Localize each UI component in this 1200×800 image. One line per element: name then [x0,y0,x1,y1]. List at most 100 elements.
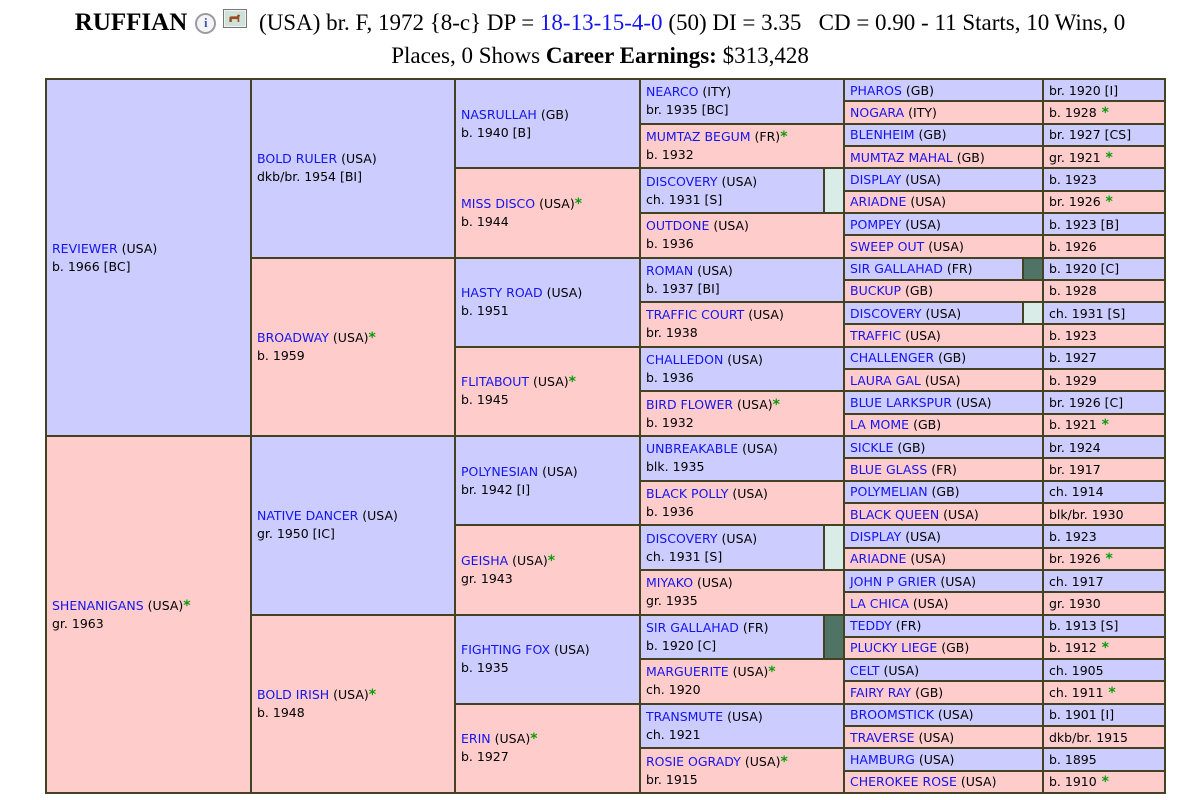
year-text: b. 1920 [C] [1049,261,1120,277]
horse-link[interactable]: TRAVERSE [850,729,915,745]
country-label: (GB) [901,283,934,299]
star-mark: * [1096,640,1109,657]
pedigree-cell: BIRD FLOWER (USA)* b. 1932 [641,392,843,435]
horse-link[interactable]: BOLD IRISH [257,686,330,702]
horse-link[interactable]: SIR GALLAHAD [850,261,943,277]
country-label: (GB) [934,350,967,366]
year-text: gr. 1930 [1049,595,1101,611]
photo-icon[interactable] [223,9,248,28]
horse-link[interactable]: GEISHA [461,552,509,568]
star-mark: * [1100,551,1113,568]
country-label: (USA) [717,173,758,189]
year-cell: br. 1924 [1044,437,1164,458]
horse-link[interactable]: LA MOME [850,417,910,433]
horse-link[interactable]: UNBREAKABLE [646,441,739,457]
horse-link[interactable]: NOGARA [850,104,905,120]
horse-link[interactable]: BLUE GLASS [850,461,928,477]
country-label: (USA) [717,530,758,546]
horse-link[interactable]: BLUE LARKSPUR [850,395,952,411]
year-cell: ch. 1931 [S] [1044,303,1164,324]
horse-link[interactable]: BUCKUP [850,283,902,299]
horse-link[interactable]: BOLD RULER [257,151,338,167]
horse-link[interactable]: FIGHTING FOX [461,642,551,658]
horse-link[interactable]: HAMBURG [850,752,915,768]
horse-link[interactable]: BROADWAY [257,329,329,345]
horse-details: gr. 1935 [646,593,698,609]
horse-link[interactable]: BIRD FLOWER [646,396,734,412]
year-cell: b. 1928 [1044,280,1164,302]
star-mark: * [1096,417,1109,434]
country-label: (USA) [143,597,184,613]
year-text: gr. 1921 [1049,149,1101,165]
horse-link[interactable]: ROSIE OGRADY [646,753,741,769]
horse-link[interactable]: TRAFFIC COURT [646,307,745,323]
horse-link[interactable]: CHALLEDON [646,352,724,368]
horse-details: gr. 1950 [IC] [257,526,335,542]
horse-link[interactable]: MUMTAZ MAHAL [850,149,953,165]
dp-link[interactable]: 18-13-15-4-0 [539,10,663,35]
horse-link[interactable]: POLYMELIAN [850,484,928,500]
pedigree-cell: SWEEP OUT (USA) [845,236,1042,257]
horse-link[interactable]: NATIVE DANCER [257,508,359,524]
horse-link[interactable]: BLENHEIM [850,127,915,143]
horse-link[interactable]: BROOMSTICK [850,707,934,723]
horse-link[interactable]: LAURA GAL [850,372,921,388]
horse-link[interactable]: SICKLE [850,439,894,455]
info-icon[interactable]: i [195,13,217,34]
year-cell: ch. 1917 [1044,570,1164,592]
pedigree-cell: PHAROS (GB) [845,80,1042,101]
horse-link[interactable]: SHENANIGANS [52,597,144,613]
country-label: (GB) [536,106,569,122]
horse-link[interactable]: MIYAKO [646,575,694,591]
pedigree-cell: DISCOVERY (USA) [845,303,1042,324]
country-label: (GB) [893,439,926,455]
horse-link[interactable]: MARGUERITE [646,664,729,680]
horse-details: b. 1959 [257,347,305,363]
horse-link[interactable]: DISCOVERY [850,305,922,321]
horse-link[interactable]: CHALLENGER [850,350,935,366]
horse-link[interactable]: ERIN [461,731,491,747]
horse-link[interactable]: DISPLAY [850,171,902,187]
year-cell: ch. 1911 * [1044,682,1164,703]
horse-link[interactable]: FAIRY RAY [850,685,912,701]
horse-link[interactable]: NASRULLAH [461,106,537,122]
country-label: (USA) [740,753,781,769]
horse-link[interactable]: CELT [850,662,880,678]
horse-link[interactable]: PHAROS [850,82,902,98]
horse-link[interactable]: TRANSMUTE [646,709,724,725]
horse-link[interactable]: ROMAN [646,262,694,278]
horse-link[interactable]: POLYNESIAN [461,463,539,479]
horse-link[interactable]: ARIADNE [850,194,907,210]
horse-link[interactable]: HASTY ROAD [461,285,543,301]
country-label: (USA) [901,216,941,232]
horse-link[interactable]: REVIEWER [52,240,118,256]
horse-link[interactable]: LA CHICA [850,595,909,611]
horse-link[interactable]: TEDDY [850,618,892,634]
year-cell: br. 1920 [I] [1044,80,1164,101]
horse-link[interactable]: MISS DISCO [461,195,536,211]
horse-link[interactable]: PLUCKY LIEGE [850,640,938,656]
horse-link[interactable]: FLITABOUT [461,374,530,390]
horse-link[interactable]: POMPEY [850,216,902,232]
horse-link[interactable]: JOHN P GRIER [850,573,937,589]
horse-link[interactable]: ARIADNE [850,551,907,567]
pedigree-cell: MUMTAZ MAHAL (GB) [845,146,1042,168]
horse-link[interactable]: SIR GALLAHAD [646,619,739,635]
horse-link[interactable]: TRAFFIC [850,328,902,344]
horse-link[interactable]: CHEROKEE ROSE [850,774,957,790]
country-label: (ITY) [698,84,732,100]
year-cell: gr. 1930 [1044,593,1164,614]
horse-link[interactable]: OUTDONE [646,218,710,234]
country-label: (GB) [909,417,942,433]
year-cell: b. 1926 [1044,236,1164,257]
horse-link[interactable]: BLACK QUEEN [850,506,940,522]
horse-link[interactable]: MUMTAZ BEGUM [646,128,751,144]
horse-link[interactable]: DISCOVERY [646,530,718,546]
star-mark: * [530,731,538,748]
year-text: ch. 1914 [1049,484,1104,500]
horse-link[interactable]: DISPLAY [850,528,902,544]
horse-link[interactable]: DISCOVERY [646,173,718,189]
horse-link[interactable]: BLACK POLLY [646,485,729,501]
horse-link[interactable]: SWEEP OUT [850,238,925,254]
horse-link[interactable]: NEARCO [646,84,699,100]
